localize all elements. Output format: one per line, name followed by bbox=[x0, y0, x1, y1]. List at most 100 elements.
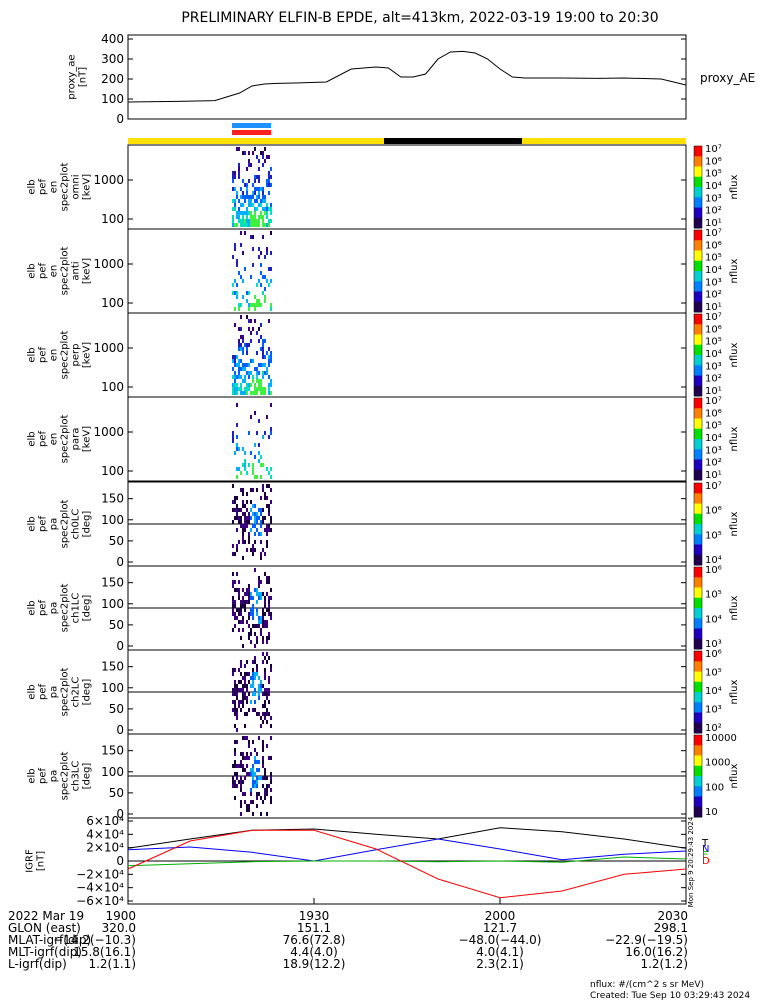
energy-panel-1-data-cell bbox=[232, 219, 234, 223]
pitch-angle-panel-5-data-cell bbox=[244, 540, 246, 544]
energy-panel-3-data-cell bbox=[262, 347, 264, 351]
pitch-angle-panel-7-data-cell bbox=[240, 660, 242, 664]
pitch-angle-panel-5-data-cell bbox=[244, 504, 246, 508]
energy-panel-3-ylabel-line: elb bbox=[27, 347, 38, 362]
energy-panel-3-data-cell bbox=[244, 375, 246, 379]
pitch-angle-panel-7-data-cell bbox=[240, 708, 242, 712]
pitch-angle-panel-5-data-cell bbox=[266, 524, 268, 528]
energy-panel-3-data-cell bbox=[232, 375, 234, 379]
pitch-angle-panel-8-data-cell bbox=[232, 764, 234, 768]
energy-panel-3-colorbar-tick: 10³ bbox=[705, 361, 722, 372]
pitch-angle-panel-5-data-cell bbox=[260, 540, 262, 544]
energy-panel-3-data-cell bbox=[260, 347, 262, 351]
energy-panel-1-data-cell bbox=[240, 195, 242, 199]
pitch-angle-panel-6-data-cell bbox=[232, 584, 234, 588]
footer-row-value: 2030 bbox=[657, 909, 688, 923]
energy-panel-1-data-cell bbox=[244, 223, 246, 227]
energy-panel-3-data-cell bbox=[270, 351, 272, 355]
energy-panel-1-data-cell bbox=[266, 207, 268, 211]
pitch-angle-panel-5-data-cell bbox=[258, 516, 260, 520]
pitch-angle-panel-5-data-cell bbox=[250, 500, 252, 504]
pitch-angle-panel-5-data-cell bbox=[258, 508, 260, 512]
pitch-angle-panel-5-data-cell bbox=[258, 532, 260, 536]
pitch-angle-panel-6-data-cell bbox=[256, 636, 258, 640]
pitch-angle-panel-8-data-cell bbox=[266, 792, 268, 796]
pitch-angle-panel-7-data-cell bbox=[260, 688, 262, 692]
pitch-angle-panel-7-data-cell bbox=[268, 656, 270, 660]
energy-panel-1-data-cell bbox=[254, 211, 256, 215]
igrf-line-D bbox=[127, 829, 687, 899]
energy-panel-2-data-cell bbox=[252, 263, 254, 267]
energy-panel-1-data-cell bbox=[258, 195, 260, 199]
pitch-angle-panel-7-data-cell bbox=[258, 692, 260, 696]
energy-panel-2-data-cell bbox=[236, 263, 238, 267]
energy-panel-2-data-cell bbox=[236, 283, 238, 287]
energy-panel-3-data-cell bbox=[244, 387, 246, 391]
pitch-angle-panel-8-data-cell bbox=[264, 796, 266, 800]
pitch-angle-panel-8-colorbar-seg bbox=[694, 735, 702, 746]
pitch-angle-panel-5-data-cell bbox=[244, 528, 246, 532]
pitch-angle-panel-8-ylabel-line: ch3LC bbox=[71, 761, 82, 792]
energy-panel-3-data-cell bbox=[240, 367, 242, 371]
energy-panel-1-data-cell bbox=[256, 195, 258, 199]
energy-panel-4-ylabel-line: [keV] bbox=[82, 426, 93, 452]
energy-panel-4-data-cell bbox=[244, 451, 246, 455]
pitch-angle-panel-7-data-cell bbox=[246, 688, 248, 692]
energy-panel-1-data-cell bbox=[266, 155, 268, 159]
pitch-angle-panel-6-data-cell bbox=[264, 620, 266, 624]
energy-panel-1-data-cell bbox=[234, 199, 236, 203]
pitch-angle-panel-5-data-cell bbox=[260, 496, 262, 500]
pitch-angle-panel-6-data-cell bbox=[268, 632, 270, 636]
energy-panel-4-data-cell bbox=[254, 455, 256, 459]
pitch-angle-panel-8-data-cell bbox=[250, 768, 252, 772]
pitch-angle-panel-7-data-cell bbox=[238, 704, 240, 708]
energy-panel-1-colorbar-seg bbox=[694, 217, 702, 229]
energy-panel-2-data-cell bbox=[238, 303, 240, 307]
pitch-angle-panel-6-data-cell bbox=[260, 596, 262, 600]
energy-panel-3-data-cell bbox=[266, 371, 268, 375]
footer-row-value: 121.7 bbox=[483, 921, 517, 935]
pitch-angle-panel-5-colorbar-seg bbox=[694, 493, 702, 504]
pitch-angle-panel-5-data-cell bbox=[252, 524, 254, 528]
pitch-angle-panel-5-data-cell bbox=[232, 544, 234, 548]
footer-row-label: 2022 Mar 19 bbox=[8, 909, 84, 923]
energy-panel-3-data-cell bbox=[248, 387, 250, 391]
energy-panel-1-data-cell bbox=[260, 187, 262, 191]
pitch-angle-panel-6-data-cell bbox=[246, 620, 248, 624]
pitch-angle-panel-5-data-cell bbox=[266, 532, 268, 536]
energy-panel-1-data-cell bbox=[264, 195, 266, 199]
pitch-angle-panel-8-data-cell bbox=[266, 812, 268, 816]
energy-panel-4-data-cell bbox=[258, 419, 260, 423]
energy-panel-2-data-cell bbox=[258, 255, 260, 259]
igrf-legend-D: D bbox=[702, 856, 710, 867]
energy-panel-2-colorbar-tick: 10² bbox=[705, 290, 722, 301]
energy-panel-2-colorbar-seg bbox=[694, 250, 702, 262]
energy-panel-3-data-cell bbox=[262, 343, 264, 347]
pitch-angle-panel-7-data-cell bbox=[264, 688, 266, 692]
pitch-angle-panel-5-data-cell bbox=[266, 544, 268, 548]
pitch-angle-panel-5-data-cell bbox=[256, 520, 258, 524]
pitch-angle-panel-6-data-cell bbox=[254, 644, 256, 648]
energy-panel-2-data-cell bbox=[236, 291, 238, 295]
pitch-angle-panel-6-ytick: 0 bbox=[116, 639, 124, 653]
energy-panel-1-ytick: 1000 bbox=[93, 173, 124, 187]
pitch-angle-panel-7-data-cell bbox=[266, 696, 268, 700]
footer-row-value: −22.9(−19.5) bbox=[605, 933, 688, 947]
pitch-angle-panel-8-data-cell bbox=[242, 736, 244, 740]
energy-panel-2-data-cell bbox=[264, 255, 266, 259]
energy-panel-2-data-cell bbox=[244, 267, 246, 271]
pitch-angle-panel-5-data-cell bbox=[242, 492, 244, 496]
pitch-angle-panel-5-data-cell bbox=[236, 496, 238, 500]
energy-panel-1-data-cell bbox=[270, 219, 272, 223]
energy-panel-4-frame bbox=[127, 396, 687, 482]
energy-panel-3-data-cell bbox=[264, 339, 266, 343]
energy-panel-3-data-cell bbox=[258, 327, 260, 331]
pitch-angle-panel-5-colorbar-frame bbox=[693, 482, 703, 566]
pitch-angle-panel-8-data-cell bbox=[258, 768, 260, 772]
energy-panel-1-data-cell bbox=[266, 223, 268, 227]
pitch-angle-panel-8-data-cell bbox=[234, 752, 236, 756]
pitch-angle-panel-6-colorbar-frame bbox=[693, 566, 703, 650]
pitch-angle-panel-7-data-cell bbox=[254, 676, 256, 680]
pitch-angle-panel-6-data-cell bbox=[258, 584, 260, 588]
